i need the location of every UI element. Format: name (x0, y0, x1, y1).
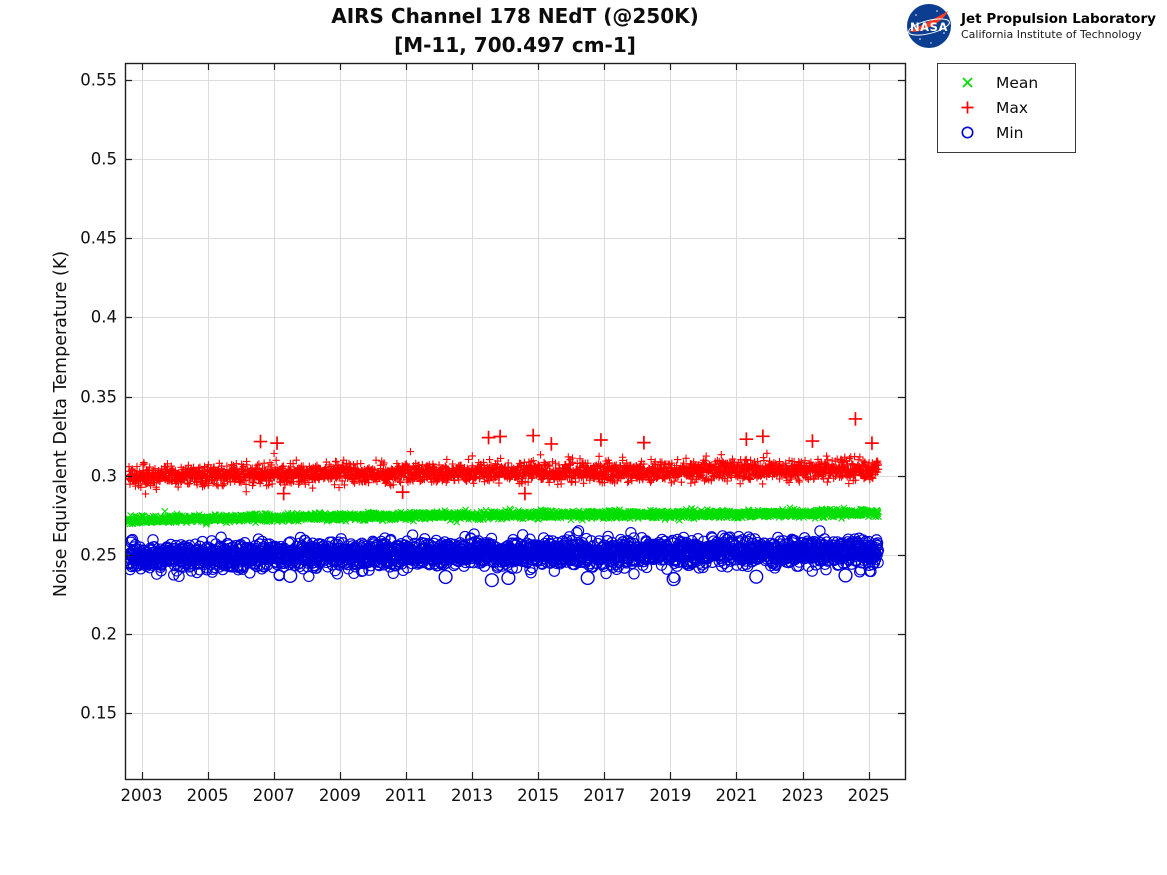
chart-subtitle: [M-11, 700.497 cm-1] (394, 33, 636, 57)
y-tick-label: 0.3 (90, 466, 117, 486)
y-tick-label: 0.55 (80, 70, 117, 90)
x-tick-label: 2009 (318, 786, 361, 805)
y-tick-label: 0.45 (80, 228, 117, 248)
mean-x-marker-icon (938, 75, 996, 90)
org-subtitle: California Institute of Technology (961, 27, 1142, 41)
x-tick-label: 2023 (781, 786, 824, 805)
legend-item-max: Max (938, 95, 1075, 120)
legend-label-max: Max (996, 98, 1029, 117)
y-tick-label: 0.2 (90, 624, 117, 644)
y-tick-label: 0.15 (80, 703, 117, 723)
legend-label-mean: Mean (996, 73, 1039, 92)
min-circle-marker-icon (938, 125, 996, 140)
brand-text: Jet Propulsion Laboratory California Ins… (961, 11, 1156, 42)
x-tick-label: 2003 (120, 786, 163, 805)
chart-title: AIRS Channel 178 NEdT (@250K) (331, 4, 699, 28)
legend-item-mean: Mean (938, 70, 1075, 95)
x-tick-label: 2005 (186, 786, 229, 805)
y-tick-label: 0.4 (90, 307, 117, 327)
x-tick-label: 2017 (583, 786, 626, 805)
nasa-logo-icon: NASA (907, 4, 951, 48)
x-tick-label: 2007 (252, 786, 295, 805)
x-tick-label: 2011 (384, 786, 427, 805)
y-tick-label: 0.35 (80, 387, 117, 406)
y-tick-label: 0.5 (90, 149, 117, 169)
x-tick-label: 2025 (847, 786, 890, 805)
x-tick-label: 2019 (649, 786, 692, 805)
legend-item-min: Min (938, 120, 1075, 145)
brand-header: NASA Jet Propulsion Laboratory Californi… (906, 3, 1156, 49)
y-tick-label: 0.25 (80, 545, 117, 565)
org-name: Jet Propulsion Laboratory (961, 10, 1156, 27)
x-tick-label: 2021 (715, 786, 758, 805)
legend: Mean Max Min (937, 63, 1076, 153)
y-axis-label: Noise Equivalent Delta Temperature (K) (51, 250, 71, 598)
svg-text:NASA: NASA (910, 20, 948, 34)
x-tick-label: 2015 (517, 786, 560, 805)
max-plus-marker-icon (938, 100, 996, 115)
x-tick-label: 2013 (451, 786, 494, 805)
legend-label-min: Min (996, 123, 1024, 142)
